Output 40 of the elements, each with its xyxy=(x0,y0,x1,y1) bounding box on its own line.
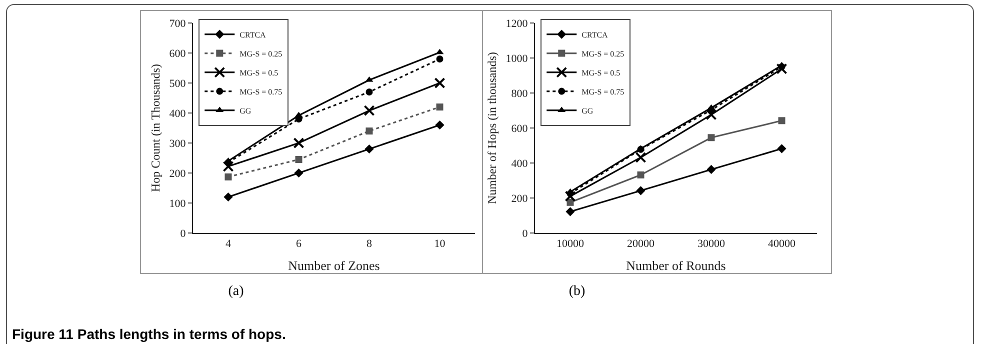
y-axis-title: Hop Count (in Thousands) xyxy=(148,64,163,192)
caption: Figure 11 Paths lengths in terms of hops. xyxy=(12,326,286,342)
x-tick-label: 10 xyxy=(434,238,446,250)
y-tick-label: 600 xyxy=(169,48,186,60)
x-axis-title: Number of Zones xyxy=(288,258,380,273)
x-tick-label: 4 xyxy=(226,238,232,250)
y-tick-label: 0 xyxy=(522,228,528,240)
legend-label: MG-S = 0.75 xyxy=(240,87,282,96)
legend-label: MG-S = 0.5 xyxy=(582,68,620,78)
x-tick-label: 40000 xyxy=(768,238,796,250)
legend-label: MG-S = 0.75 xyxy=(582,87,624,96)
y-axis-title: Number of Hops (in thousands) xyxy=(485,52,500,204)
legend-label: MG-S = 0.25 xyxy=(582,49,624,58)
y-tick-label: 700 xyxy=(169,18,186,30)
y-tick-label: 100 xyxy=(169,198,186,210)
x-tick-label: 8 xyxy=(366,238,372,250)
x-tick-label: 10000 xyxy=(556,238,584,250)
y-tick-label: 500 xyxy=(169,78,186,90)
legend-label: GG xyxy=(240,106,252,116)
y-tick-label: 200 xyxy=(169,168,186,180)
y-tick-label: 1000 xyxy=(506,52,528,65)
y-tick-label: 1200 xyxy=(506,18,528,30)
legend-label: GG xyxy=(582,106,594,116)
y-tick-label: 0 xyxy=(180,228,186,240)
text: (b) xyxy=(568,284,586,300)
y-tick-label: 200 xyxy=(511,192,528,205)
x-tick-label: 20000 xyxy=(627,238,655,250)
legend-label: CRTCA xyxy=(240,30,266,40)
text: (a) xyxy=(227,284,245,300)
y-tick-label: 600 xyxy=(511,122,528,135)
legend-label: MG-S = 0.5 xyxy=(240,68,278,78)
legend-label: MG-S = 0.25 xyxy=(240,49,282,58)
y-tick-label: 300 xyxy=(169,138,186,150)
legend-label: CRTCA xyxy=(582,30,608,40)
x-tick-label: 6 xyxy=(296,238,302,250)
x-axis-title: Number of Rounds xyxy=(626,258,726,273)
y-tick-label: 400 xyxy=(169,108,186,120)
y-tick-label: 800 xyxy=(511,88,528,100)
x-tick-label: 30000 xyxy=(698,238,726,250)
y-tick-label: 400 xyxy=(511,158,528,170)
